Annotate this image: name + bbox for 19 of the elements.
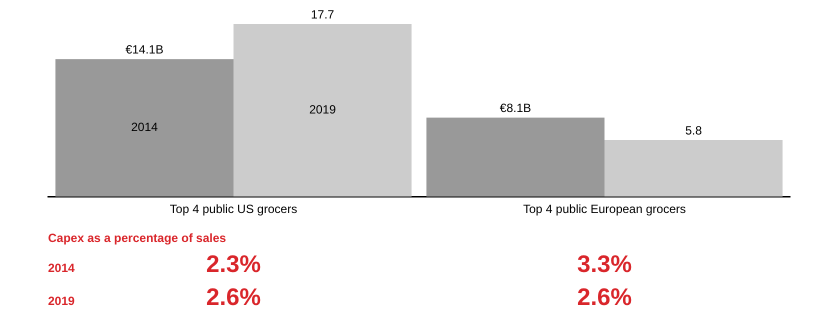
x-tick-label: Top 4 public European grocers (523, 202, 686, 216)
series-label: 2014 (131, 120, 158, 134)
data-label: 17.7 (310, 7, 335, 22)
bar (604, 140, 783, 197)
data-label: €8.1B (500, 100, 532, 115)
data-label: €14.1B (125, 42, 164, 56)
bar (426, 118, 604, 197)
text: 2019 (48, 294, 75, 308)
series-label: 2019 (309, 102, 336, 117)
x-tick-label: Top 4 public US grocers (170, 202, 298, 216)
text: 2.3% (206, 251, 261, 279)
text: Capex as a percentage of sales (48, 231, 228, 245)
data-label: 5.8 (685, 123, 702, 138)
text: 2014 (48, 261, 75, 275)
text: 2.6% (206, 284, 261, 312)
bar (234, 24, 412, 197)
text: 2.6% (577, 284, 632, 312)
text: 3.3% (577, 251, 632, 279)
bar (55, 59, 234, 197)
